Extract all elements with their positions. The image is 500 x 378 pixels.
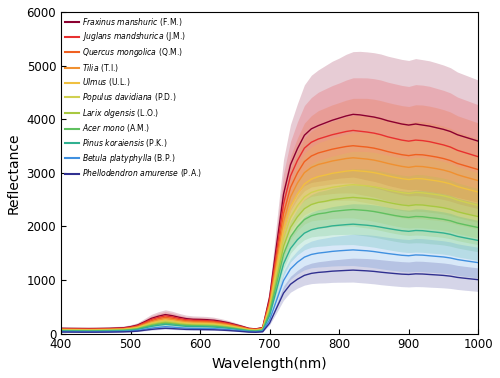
Y-axis label: Reflectance: Reflectance [7, 132, 21, 214]
X-axis label: Wavelength(nm): Wavelength(nm) [212, 357, 328, 371]
Legend: $\it{Fraxinus\ manshuric}$ (F.M.), $\it{Juglans\ mandshurica}$ (J.M.), $\it{Quer: $\it{Fraxinus\ manshuric}$ (F.M.), $\it{… [64, 14, 203, 181]
